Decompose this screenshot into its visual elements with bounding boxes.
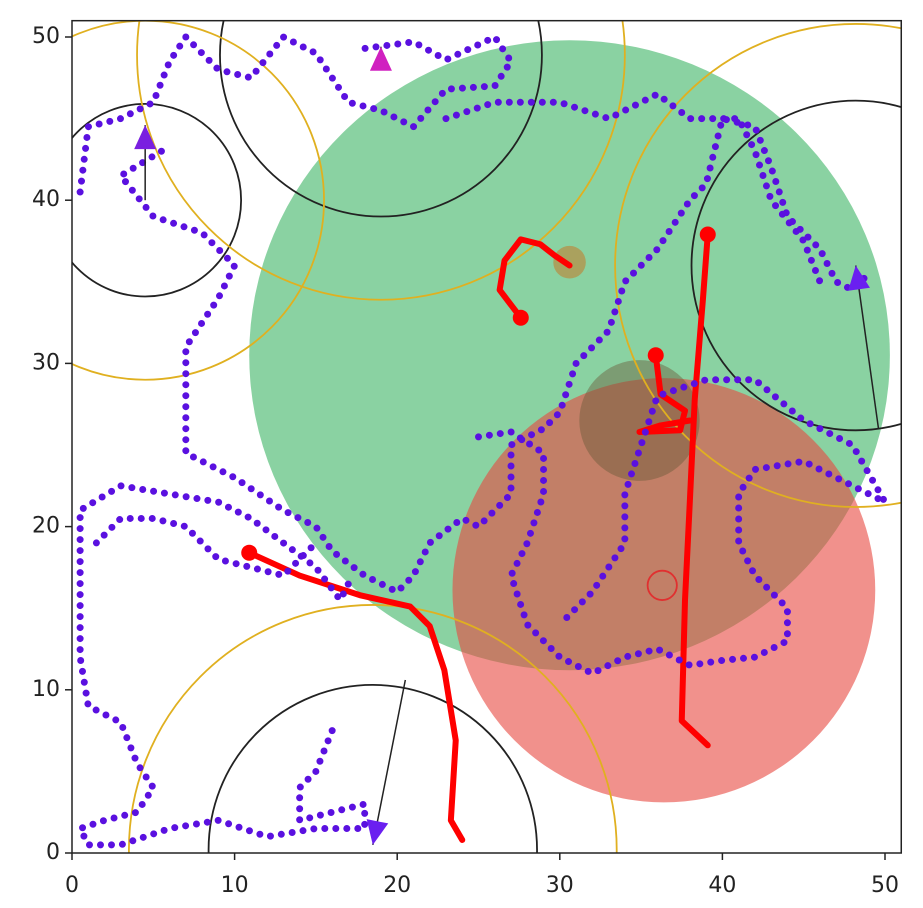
heading-line [372,679,407,845]
region [452,378,876,803]
x-tick-label: 10 [221,873,249,898]
y-tick-label: 20 [32,514,60,539]
y-tick-label: 40 [32,187,60,212]
heading-arrow [369,46,392,71]
heading-line [854,265,880,429]
dotted-trajectory [442,90,824,286]
region [579,360,700,481]
dotted-trajectory [92,514,320,580]
range-ring [72,103,242,298]
trajectory [496,236,573,321]
range-ring [136,20,626,301]
x-tick-label: 50 [871,873,899,898]
range-ring [219,20,543,218]
start-point [241,544,258,561]
heading-arrow [134,125,157,150]
trajectory [678,231,711,749]
y-tick-label: 0 [46,840,60,865]
x-tick-label: 0 [65,873,79,898]
y-tick-label: 30 [32,350,60,375]
range-ring [72,20,325,381]
range-ring [690,99,902,432]
x-tick-label: 40 [708,873,736,898]
dotted-trajectory [76,33,515,196]
y-tick-label: 50 [32,24,60,49]
dotted-trajectory [117,115,873,596]
heading-arrow [366,819,389,845]
dotted-trajectory [475,376,889,677]
range-ring [614,23,902,508]
range-ring [128,604,618,854]
x-tick-label: 20 [383,873,411,898]
axes-frame [71,19,903,854]
range-ring [646,569,678,601]
y-tick-label: 10 [32,677,60,702]
range-ring [207,684,538,854]
x-tick-label: 30 [546,873,574,898]
dotted-trajectory [76,482,369,849]
start-point [512,309,529,326]
start-point [699,226,716,243]
trajectory [246,549,466,843]
start-point [647,347,664,364]
heading-arrow [848,265,870,291]
